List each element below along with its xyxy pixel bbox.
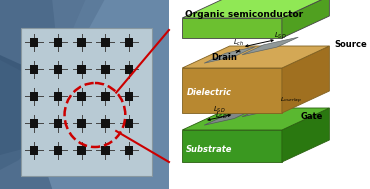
Bar <box>101 119 110 128</box>
Bar <box>77 146 86 154</box>
Bar <box>54 146 62 154</box>
Text: Organic semiconductor: Organic semiconductor <box>185 10 303 19</box>
Bar <box>30 37 38 46</box>
Text: $L_{ch}$: $L_{ch}$ <box>233 38 245 48</box>
Bar <box>77 91 86 101</box>
Polygon shape <box>182 46 329 68</box>
Polygon shape <box>0 145 52 189</box>
Bar <box>30 91 38 101</box>
Bar <box>125 119 133 128</box>
Polygon shape <box>0 0 85 75</box>
Polygon shape <box>242 37 298 55</box>
Polygon shape <box>204 109 255 125</box>
Bar <box>30 119 38 128</box>
Bar <box>21 28 152 176</box>
Polygon shape <box>182 18 282 38</box>
Text: Source: Source <box>334 40 367 49</box>
Bar <box>125 64 133 74</box>
Polygon shape <box>182 130 282 162</box>
Bar <box>30 146 38 154</box>
Bar <box>77 119 86 128</box>
Text: Drain: Drain <box>211 53 237 62</box>
Text: $L_{overlap}$: $L_{overlap}$ <box>280 96 302 106</box>
Polygon shape <box>0 55 43 170</box>
Text: $L_{SD}$: $L_{SD}$ <box>215 111 228 122</box>
Bar <box>77 37 86 46</box>
Text: Substrate: Substrate <box>186 145 232 154</box>
Text: Dielectric: Dielectric <box>187 88 232 97</box>
Bar <box>125 91 133 101</box>
Bar <box>125 37 133 46</box>
Bar <box>101 91 110 101</box>
Polygon shape <box>182 108 329 130</box>
Bar <box>101 37 110 46</box>
Text: Gate: Gate <box>300 112 323 121</box>
Polygon shape <box>182 0 329 18</box>
Bar <box>54 91 62 101</box>
Text: $L_{SD}$: $L_{SD}$ <box>213 105 225 115</box>
Bar <box>125 146 133 154</box>
Polygon shape <box>282 46 329 113</box>
Text: $L_{SD}$: $L_{SD}$ <box>274 31 286 41</box>
Bar <box>54 119 62 128</box>
Bar <box>0 0 169 189</box>
Polygon shape <box>282 0 329 38</box>
Bar <box>77 64 86 74</box>
Bar <box>101 146 110 154</box>
Polygon shape <box>182 68 282 113</box>
Bar <box>30 64 38 74</box>
Polygon shape <box>52 0 104 45</box>
Bar <box>101 64 110 74</box>
Polygon shape <box>242 99 298 117</box>
Bar <box>54 37 62 46</box>
Bar <box>54 64 62 74</box>
Polygon shape <box>204 47 255 63</box>
Polygon shape <box>282 108 329 162</box>
